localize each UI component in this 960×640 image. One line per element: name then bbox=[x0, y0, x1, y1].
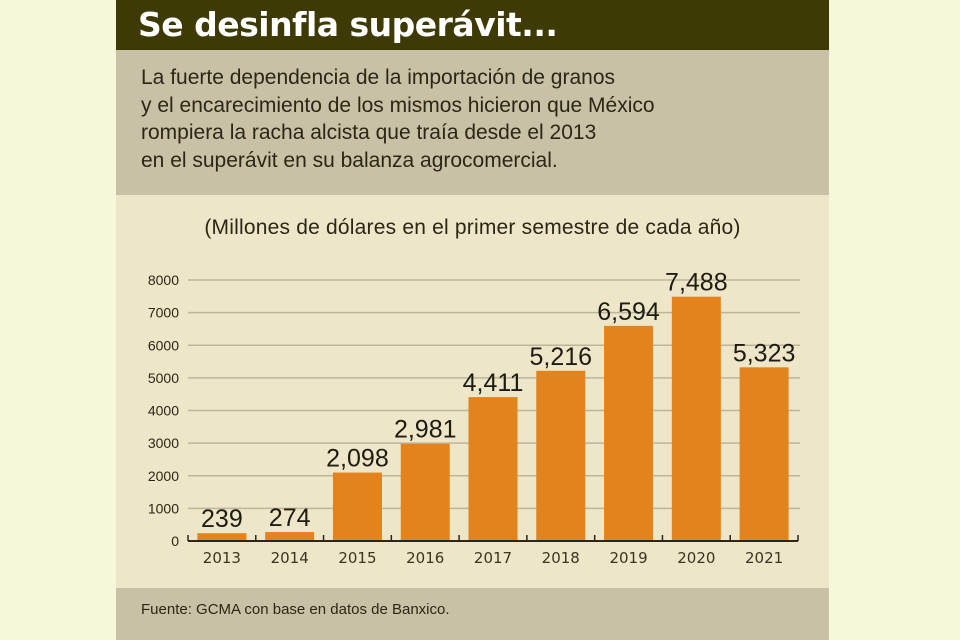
description-line: rompiera la racha alcista que traía desd… bbox=[141, 121, 597, 144]
bar bbox=[468, 397, 518, 541]
data-label: 6,594 bbox=[597, 298, 660, 326]
source-note: Fuente: GCMA con base en datos de Banxic… bbox=[141, 601, 450, 618]
data-label: 2,098 bbox=[326, 445, 389, 473]
bar bbox=[332, 472, 382, 541]
x-tick-label: 2016 bbox=[406, 549, 444, 567]
x-axis: 2013 2014 2015 2016 2017 2018 2019 2020 2021 bbox=[187, 535, 799, 567]
data-label: 274 bbox=[269, 504, 311, 532]
bar bbox=[604, 325, 654, 541]
y-tick-label: 6000 bbox=[148, 337, 179, 353]
data-label: 5,216 bbox=[529, 343, 592, 371]
data-label: 239 bbox=[201, 505, 243, 533]
bar bbox=[671, 296, 721, 541]
x-tick-label: 2021 bbox=[745, 549, 783, 567]
bar bbox=[197, 533, 247, 541]
description-line: en el superávit en su balanza agrocomerc… bbox=[141, 148, 558, 172]
data-label: 4,411 bbox=[463, 369, 524, 397]
bar bbox=[739, 367, 789, 541]
description-text: La fuerte dependencia de la importación … bbox=[141, 64, 655, 174]
y-tick-label: 0 bbox=[171, 533, 179, 549]
x-tick-label: 2015 bbox=[338, 549, 376, 567]
description-line: La fuerte dependencia de la importación … bbox=[141, 66, 615, 89]
y-tick-label: 2000 bbox=[148, 468, 179, 484]
y-tick-label: 5000 bbox=[148, 370, 179, 386]
description-band: La fuerte dependencia de la importación … bbox=[116, 50, 829, 195]
y-axis: 0 1000 2000 3000 4000 5000 6000 7000 8000 bbox=[148, 272, 179, 549]
x-tick-label: 2014 bbox=[271, 549, 309, 567]
data-label: 2,981 bbox=[394, 416, 457, 444]
bar bbox=[536, 370, 586, 541]
y-tick-label: 3000 bbox=[148, 435, 179, 451]
data-label: 5,323 bbox=[733, 339, 796, 367]
y-tick-label: 7000 bbox=[148, 305, 179, 321]
chart-subtitle: (Millones de dólares en el primer semest… bbox=[204, 216, 741, 239]
y-tick-label: 8000 bbox=[148, 272, 179, 288]
bar bbox=[265, 532, 315, 541]
footer-band: Fuente: GCMA con base en datos de Banxic… bbox=[116, 588, 829, 640]
x-tick-label: 2017 bbox=[474, 549, 512, 567]
page-title: Se desinfla superávit... bbox=[138, 5, 558, 44]
header-band: Se desinfla superávit... bbox=[116, 0, 829, 50]
y-tick-label: 1000 bbox=[148, 500, 179, 516]
description-line: y el encarecimiento de los mismos hicier… bbox=[141, 93, 655, 117]
bars bbox=[197, 296, 789, 541]
x-tick-label: 2013 bbox=[203, 549, 241, 567]
bar bbox=[400, 443, 450, 541]
x-tick-label: 2019 bbox=[609, 549, 647, 567]
data-label: 7,488 bbox=[665, 269, 728, 297]
x-tick-label: 2020 bbox=[677, 549, 715, 567]
x-tick-label: 2018 bbox=[542, 549, 580, 567]
y-tick-label: 4000 bbox=[148, 403, 179, 419]
